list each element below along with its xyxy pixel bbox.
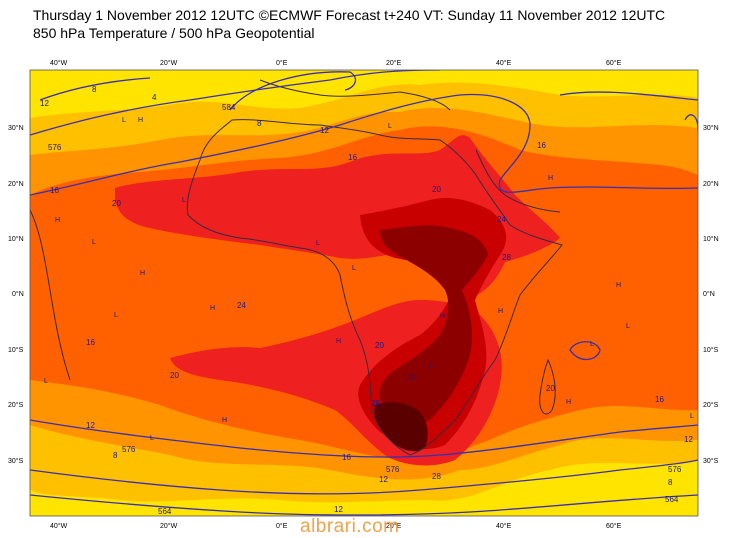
temperature-field: 12 8 4 12 8 16 16 20 20 16 24 28 24 16 2… <box>30 70 698 516</box>
temp-label: 16 <box>342 453 351 462</box>
temp-label: 28 <box>502 253 511 262</box>
lat-label-right: 30°S <box>703 457 719 465</box>
pressure-marker: L <box>150 435 154 442</box>
lat-label-left: 30°S <box>8 457 24 465</box>
geo-label: 576 <box>668 465 682 474</box>
lat-label-right: 20°S <box>703 401 719 409</box>
pressure-marker: L <box>114 312 118 319</box>
lat-label-left: 20°N <box>8 180 24 188</box>
geo-label: 576 <box>122 445 136 454</box>
pressure-marker: H <box>616 282 621 289</box>
temp-label: 20 <box>170 371 179 380</box>
pressure-marker: H <box>440 313 445 320</box>
watermark: albrari.com <box>300 516 400 537</box>
temp-label: 20 <box>375 341 384 350</box>
lat-label-right: 0°N <box>703 290 715 298</box>
pressure-marker: L <box>388 123 392 130</box>
temp-label: 24 <box>408 373 417 382</box>
map-title-line-1: Thursday 1 November 2012 12UTC ©ECMWF Fo… <box>33 7 666 23</box>
lon-label-bottom: 0°E <box>276 522 288 530</box>
geopotential-contours <box>30 70 698 516</box>
pressure-marker: H <box>138 117 143 124</box>
pressure-marker: H <box>548 175 553 182</box>
lon-label-top: 0°E <box>276 59 288 67</box>
temp-label: 20 <box>546 384 555 393</box>
pressure-marker: L <box>430 363 434 370</box>
temp-zone-maroon <box>379 225 488 426</box>
temp-label: 12 <box>320 126 329 135</box>
pressure-markers: L H L H L H L H H L H L L H L H L H L H … <box>44 117 694 442</box>
lon-label-bottom: 40°W <box>50 522 68 530</box>
lon-label-top: 60°E <box>606 59 622 67</box>
map-title-line-2: 850 hPa Temperature / 500 hPa Geopotenti… <box>33 25 315 41</box>
axis-labels: 40°W 20°W 0°E 20°E 40°E 60°E 40°W 20°W 0… <box>8 59 719 530</box>
temp-label: 16 <box>348 153 357 162</box>
lat-label-right: 10°N <box>703 235 719 243</box>
temp-label: 8 <box>113 451 118 460</box>
temp-label: 8 <box>92 85 97 94</box>
temp-label: 12 <box>684 435 693 444</box>
lat-label-right: 10°S <box>703 346 719 354</box>
temp-label: 12 <box>40 99 49 108</box>
pressure-marker: H <box>336 338 341 345</box>
temp-label: 16 <box>50 186 59 195</box>
pressure-marker: L <box>316 240 320 247</box>
temp-label: 24 <box>237 301 246 310</box>
lat-label-right: 30°N <box>703 124 719 132</box>
lon-label-top: 40°E <box>496 59 512 67</box>
lon-label-bottom: 20°W <box>160 522 178 530</box>
geo-label: 564 <box>665 495 679 504</box>
temp-label: 16 <box>86 338 95 347</box>
coastlines <box>30 79 563 456</box>
lon-label-top: 20°E <box>386 59 402 67</box>
pressure-marker: H <box>55 217 60 224</box>
temp-label: 28 <box>432 472 441 481</box>
temp-label: 8 <box>257 119 262 128</box>
temp-label: 4 <box>152 93 157 102</box>
lon-label-top: 20°W <box>160 59 178 67</box>
lat-label-left: 20°S <box>8 401 24 409</box>
pressure-marker: L <box>626 323 630 330</box>
pressure-marker: H <box>566 399 571 406</box>
geo-label: 576 <box>386 465 400 474</box>
geo-label: 576 <box>48 143 62 152</box>
geopotential-labels: 576 584 576 576 576 564 564 <box>48 103 682 516</box>
temp-label: 8 <box>668 478 673 487</box>
temp-label: 20 <box>112 199 121 208</box>
temp-label: 16 <box>655 395 664 404</box>
pressure-marker: L <box>690 413 694 420</box>
lon-label-bottom: 20°E <box>386 522 402 530</box>
lat-label-left: 30°N <box>8 124 24 132</box>
pressure-marker: H <box>498 308 503 315</box>
temp-label: 12 <box>379 475 388 484</box>
pressure-marker: L <box>352 265 356 272</box>
lat-label-right: 20°N <box>703 180 719 188</box>
lat-label-left: 10°S <box>8 346 24 354</box>
geo-label: 584 <box>222 103 236 112</box>
lat-label-left: 10°N <box>8 235 24 243</box>
lon-label-bottom: 60°E <box>606 522 622 530</box>
lon-label-top: 40°W <box>50 59 68 67</box>
temperature-labels: 12 8 4 12 8 16 16 20 20 16 24 28 24 16 2… <box>40 85 693 514</box>
lat-label-left: 0°N <box>12 290 24 298</box>
pressure-marker: L <box>590 341 594 348</box>
pressure-marker: H <box>222 417 227 424</box>
temp-label: 12 <box>334 505 343 514</box>
pressure-marker: L <box>92 239 96 246</box>
temp-label: 24 <box>497 215 506 224</box>
pressure-marker: L <box>122 117 126 124</box>
geo-label: 564 <box>158 507 172 516</box>
map-frame <box>29 69 699 517</box>
pressure-marker: L <box>182 197 186 204</box>
temp-zone-dark-maroon <box>374 402 428 452</box>
pressure-marker: H <box>210 305 215 312</box>
temp-label: 12 <box>86 421 95 430</box>
temp-label: 16 <box>537 141 546 150</box>
pressure-marker: H <box>140 270 145 277</box>
pressure-marker: L <box>44 378 48 385</box>
temp-label: 20 <box>432 185 441 194</box>
lon-label-bottom: 40°E <box>496 522 512 530</box>
temp-label: 28 <box>371 399 380 408</box>
